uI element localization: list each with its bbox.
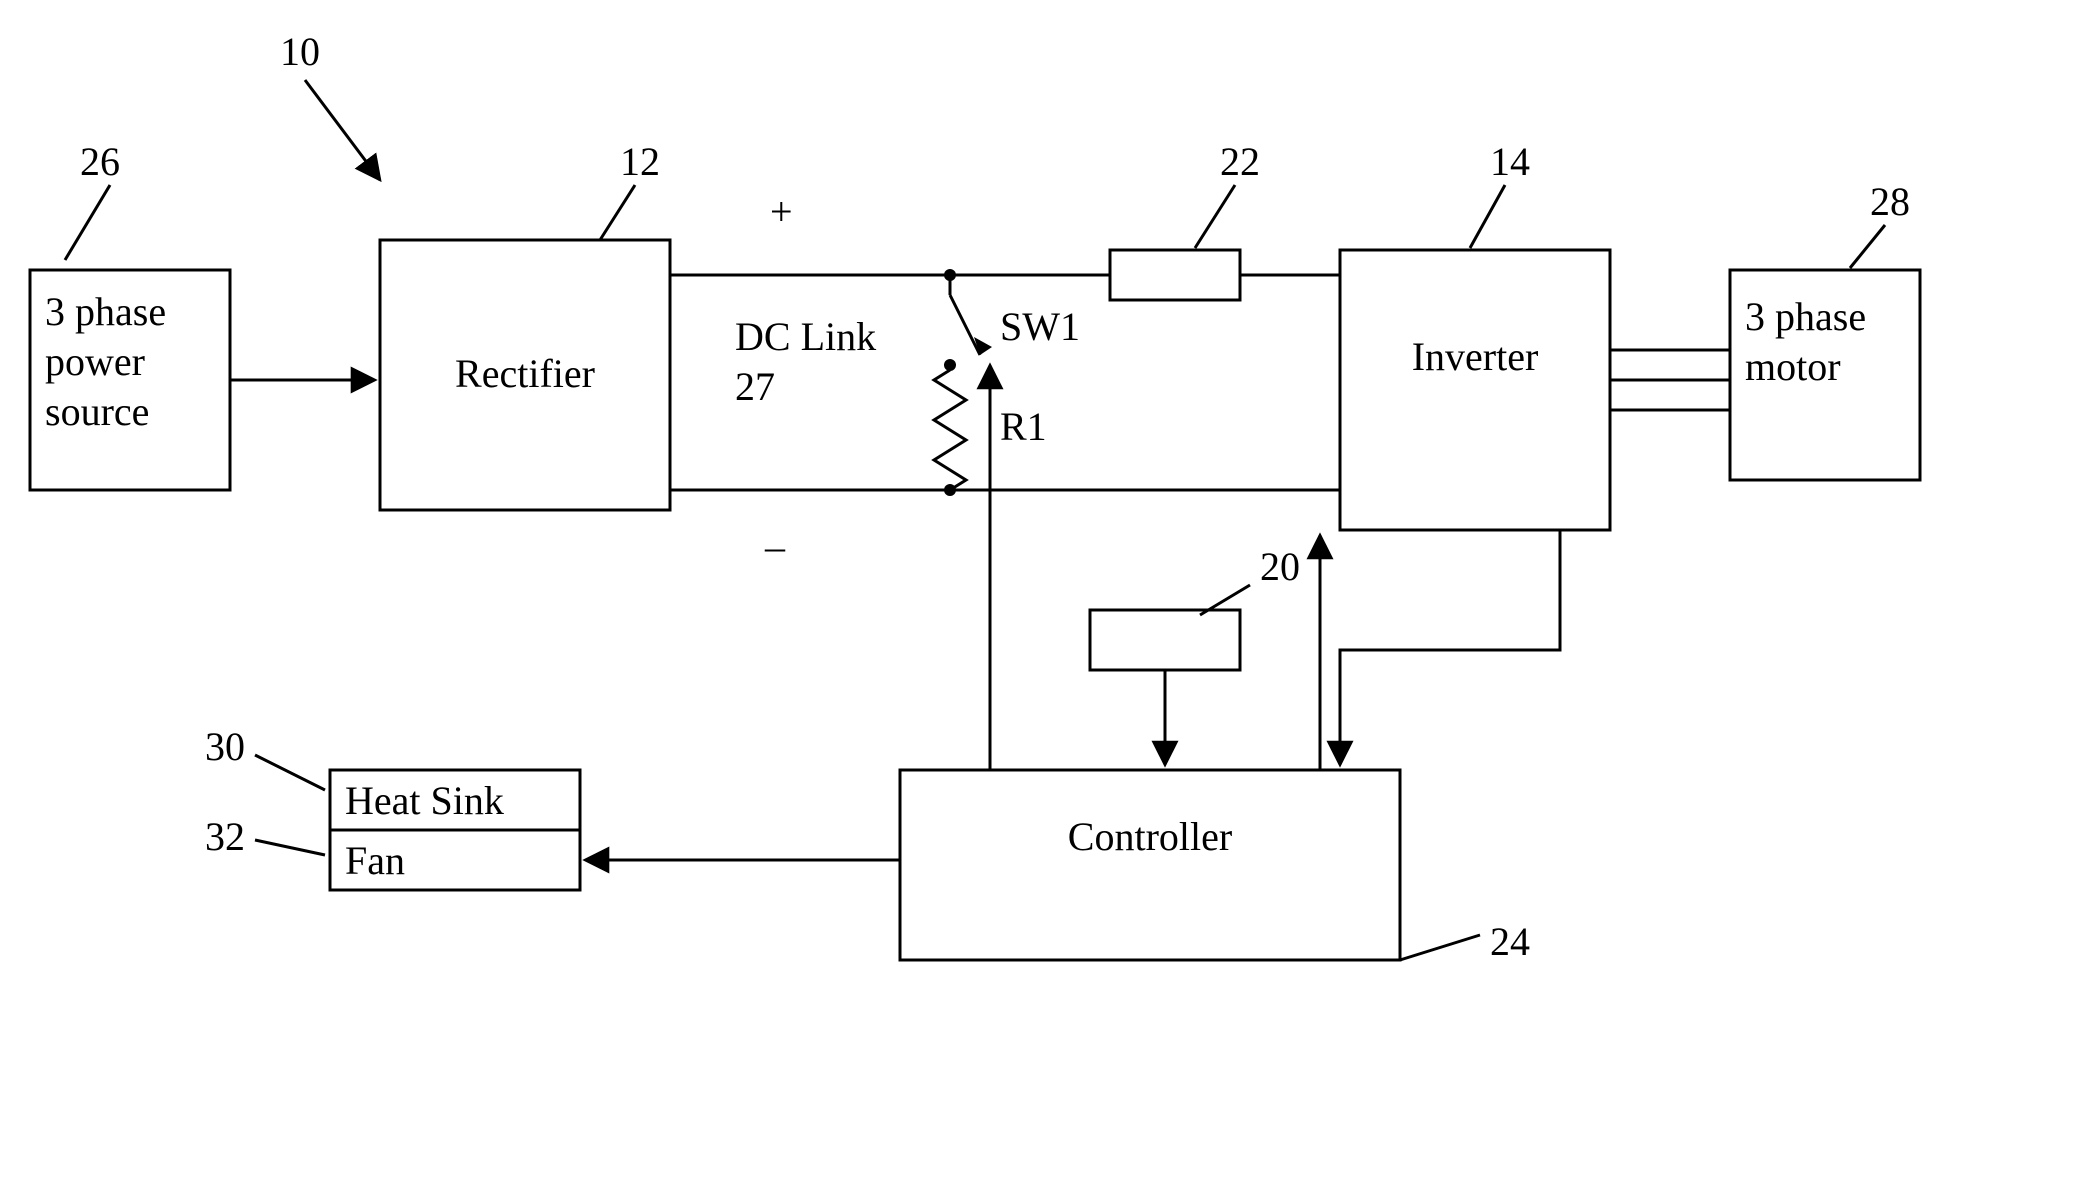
svg-text:3 phase: 3 phase [1745, 294, 1866, 339]
leader-26 [65, 185, 110, 260]
ref-12: 12 [620, 139, 660, 184]
leader-32 [255, 840, 325, 855]
leader-10 [305, 80, 380, 180]
ref-32: 32 [205, 814, 245, 859]
dc-link-ref: 27 [735, 364, 775, 409]
ref-26: 26 [80, 139, 120, 184]
sw1-label: SW1 [1000, 304, 1080, 349]
ref-30: 30 [205, 724, 245, 769]
ref-10: 10 [280, 29, 320, 74]
ref-22: 22 [1220, 139, 1260, 184]
dc-minus-label: – [764, 524, 786, 569]
r1-resistor [934, 370, 966, 490]
ref-28: 28 [1870, 179, 1910, 224]
inverter-block [1340, 250, 1610, 530]
controller-block [900, 770, 1400, 960]
ref-14: 14 [1490, 139, 1530, 184]
svg-text:Controller: Controller [1068, 814, 1232, 859]
svg-text:Heat Sink: Heat Sink [345, 778, 504, 823]
dc-link-label: DC Link [735, 314, 876, 359]
svg-text:Fan: Fan [345, 838, 405, 883]
inverter-to-controller [1340, 530, 1560, 765]
r1-label: R1 [1000, 404, 1047, 449]
ref-20: 20 [1260, 544, 1300, 589]
sensor-20-block [1090, 610, 1240, 670]
sensor-22-block [1110, 250, 1240, 300]
leader-14 [1470, 185, 1505, 248]
svg-text:Inverter: Inverter [1412, 334, 1539, 379]
leader-22 [1195, 185, 1235, 248]
sw1-arm [950, 295, 980, 355]
svg-text:3 phase: 3 phase [45, 289, 166, 334]
ref-24: 24 [1490, 919, 1530, 964]
svg-text:Rectifier: Rectifier [455, 351, 595, 396]
leader-12 [600, 185, 635, 240]
svg-text:source: source [45, 389, 149, 434]
svg-text:power: power [45, 339, 145, 384]
leader-28 [1850, 225, 1885, 268]
leader-30 [255, 755, 325, 790]
dc-plus-label: + [770, 189, 793, 234]
leader-24 [1400, 935, 1480, 960]
svg-text:motor: motor [1745, 344, 1841, 389]
